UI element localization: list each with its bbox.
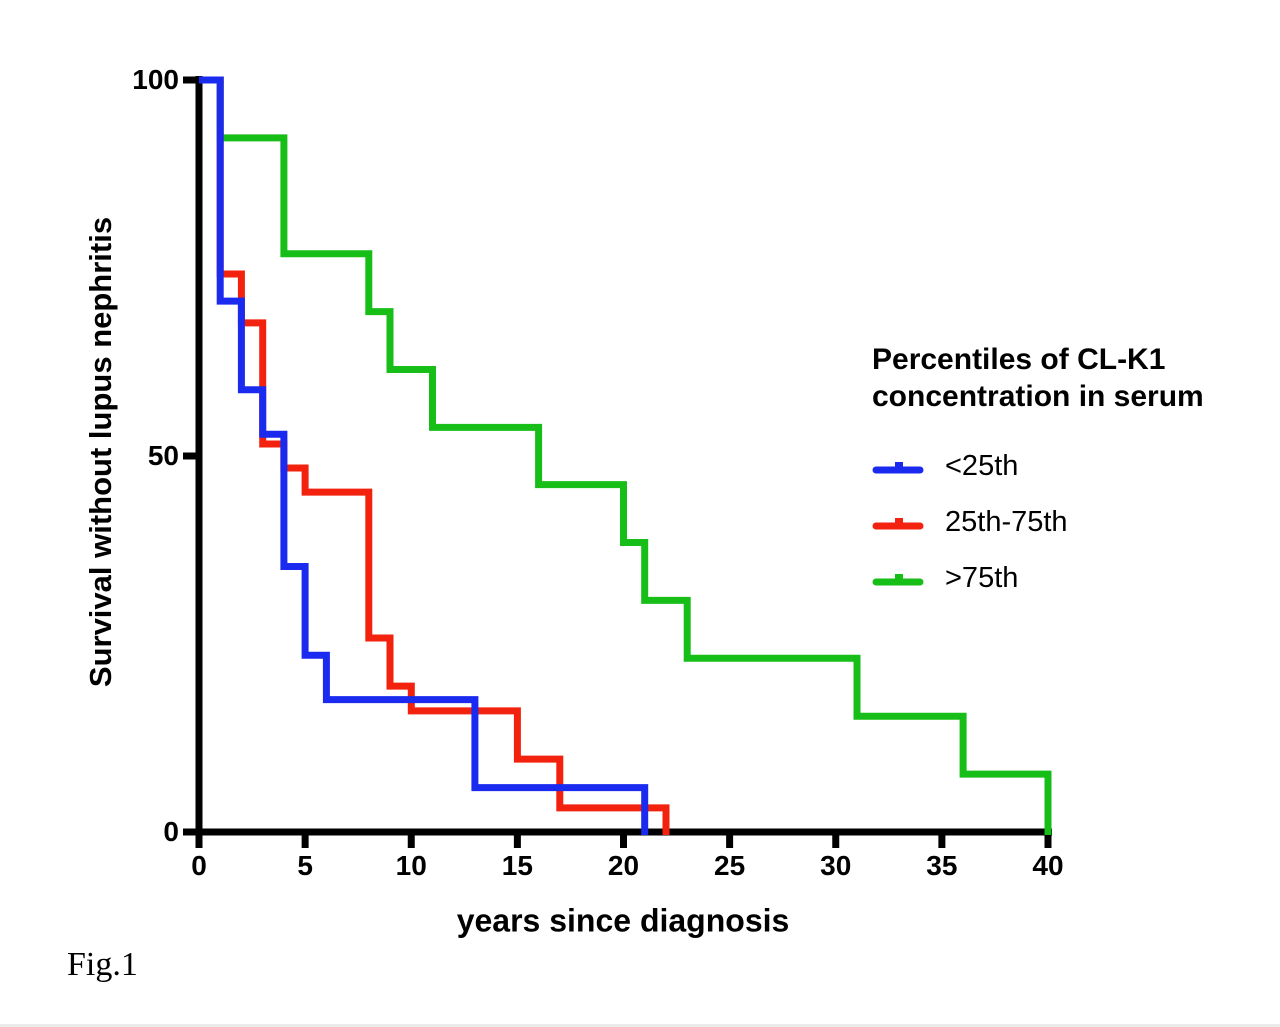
- x-tick-label-5: 5: [297, 850, 313, 881]
- survival-curve-p25-75: [199, 76, 670, 835]
- legend-line-censor-icon: [872, 518, 924, 530]
- legend-title-line-1: Percentiles of CL-K1: [872, 343, 1166, 376]
- legend-item-lt25: <25th: [872, 438, 1204, 494]
- legend-items: <25th 25th-75th >75th: [872, 438, 1204, 606]
- y-tick-label-100: 100: [132, 64, 179, 95]
- figure-caption: Fig.1: [67, 946, 138, 983]
- x-tick-label-10: 10: [395, 850, 427, 881]
- legend-line-censor-icon: [872, 462, 924, 474]
- window-bottom-edge: [0, 1024, 1280, 1027]
- legend: Percentiles of CL-K1 concentration in se…: [872, 341, 1204, 606]
- survival-curve-lt25: [199, 76, 649, 835]
- legend-label-p25-75: 25th-75th: [945, 505, 1068, 538]
- x-tick-label-25: 25: [714, 850, 746, 881]
- legend-label-lt25: <25th: [945, 449, 1019, 482]
- y-tick-label-0: 0: [163, 816, 179, 847]
- x-tick-label-0: 0: [191, 850, 207, 881]
- legend-title-line-2: concentration in serum: [872, 380, 1204, 413]
- x-tick-label-30: 30: [820, 850, 852, 881]
- survival-curve-gt75: [199, 76, 1052, 835]
- legend-title: Percentiles of CL-K1 concentration in se…: [872, 341, 1204, 415]
- x-tick-label-35: 35: [926, 850, 958, 881]
- x-tick-label-15: 15: [501, 850, 533, 881]
- x-tick-label-40: 40: [1032, 850, 1064, 881]
- x-axis-title: years since diagnosis: [456, 902, 790, 939]
- legend-label-gt75: >75th: [945, 561, 1019, 594]
- legend-item-gt75: >75th: [872, 550, 1204, 606]
- x-tick-label-20: 20: [607, 850, 640, 881]
- legend-item-p25-75: 25th-75th: [872, 494, 1204, 550]
- y-tick-label-50: 50: [147, 440, 179, 471]
- legend-line-censor-icon: [872, 574, 924, 586]
